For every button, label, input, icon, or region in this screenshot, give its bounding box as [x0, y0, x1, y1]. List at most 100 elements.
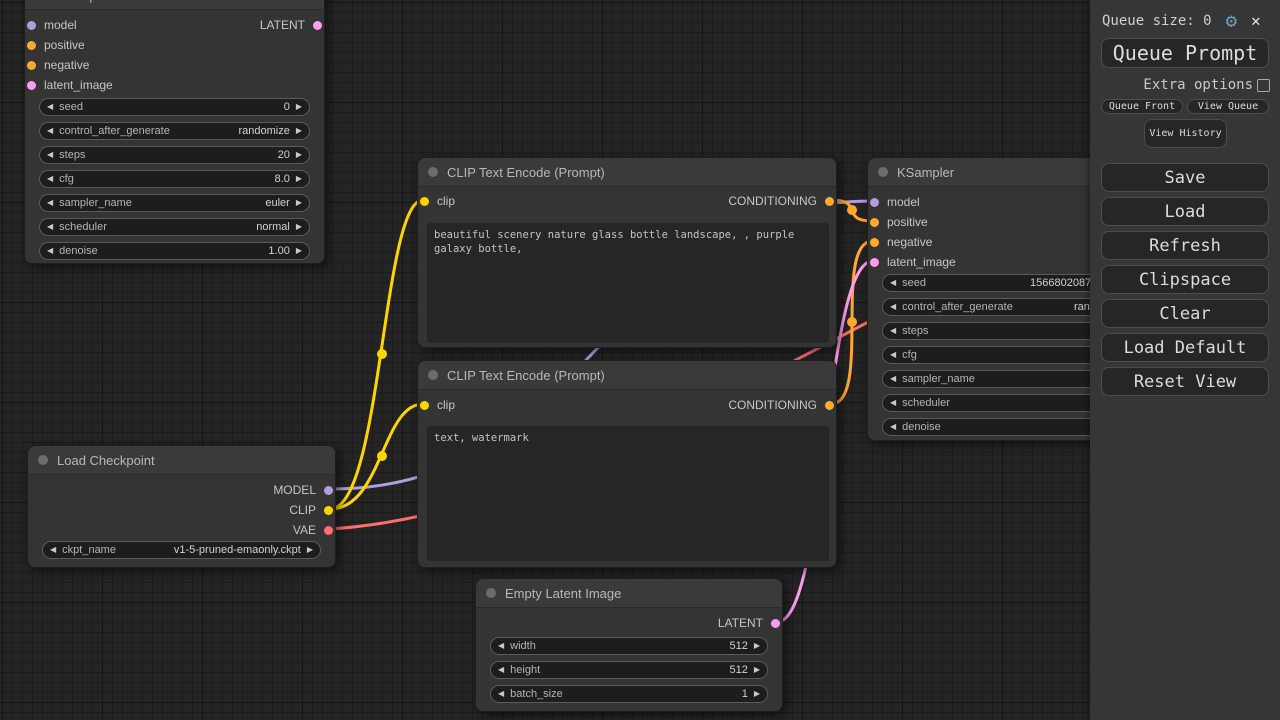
decrement-arrow-icon[interactable]: ◀: [47, 102, 54, 111]
increment-arrow-icon[interactable]: ▶: [753, 665, 760, 674]
load-button[interactable]: Load: [1101, 197, 1269, 226]
slot-dot-icon[interactable]: [324, 525, 333, 535]
input-slot-negative[interactable]: negative: [870, 232, 932, 252]
decrement-arrow-icon[interactable]: ◀: [498, 641, 505, 650]
decrement-arrow-icon[interactable]: ◀: [498, 689, 505, 698]
widget-steps[interactable]: ◀ steps 20 ▶: [39, 146, 310, 164]
next-option-arrow-icon[interactable]: ▶: [306, 545, 313, 554]
prompt-textarea[interactable]: text, watermark: [427, 426, 829, 561]
node-title-bar[interactable]: KSampler: [25, 0, 324, 10]
widget-batch-size[interactable]: ◀ batch_size 1 ▶: [490, 685, 768, 703]
decrement-arrow-icon[interactable]: ◀: [890, 350, 897, 359]
output-slot-latent[interactable]: LATENT: [260, 15, 322, 35]
widget-cfg[interactable]: ◀ cfg 8.0 ▶: [39, 170, 310, 188]
widget-seed[interactable]: ◀ seed 1566802087: [882, 274, 1155, 292]
prompt-textarea[interactable]: beautiful scenery nature glass bottle la…: [427, 223, 829, 343]
clear-button[interactable]: Clear: [1101, 299, 1269, 328]
output-slot-conditioning[interactable]: CONDITIONING: [728, 395, 834, 415]
input-slot-clip[interactable]: clip: [420, 191, 455, 211]
reset-view-button[interactable]: Reset View: [1101, 367, 1269, 396]
input-slot-clip[interactable]: clip: [420, 395, 455, 415]
input-slot-model[interactable]: model: [870, 192, 920, 212]
widget-height[interactable]: ◀ height 512 ▶: [490, 661, 768, 679]
decrement-arrow-icon[interactable]: ◀: [890, 398, 897, 407]
queue-front-button[interactable]: Queue Front: [1101, 99, 1183, 114]
slot-dot-icon[interactable]: [870, 237, 879, 247]
increment-arrow-icon[interactable]: ▶: [295, 150, 302, 159]
slot-dot-icon[interactable]: [870, 197, 879, 207]
slot-dot-icon[interactable]: [324, 485, 333, 495]
node-title-bar[interactable]: Empty Latent Image: [476, 579, 782, 608]
widget-cfg[interactable]: ◀ cfg: [882, 346, 1155, 364]
decrement-arrow-icon[interactable]: ◀: [890, 326, 897, 335]
widget-ckpt-name[interactable]: ◀ ckpt_name v1-5-pruned-emaonly.ckpt ▶: [42, 541, 321, 559]
output-slot-latent[interactable]: LATENT: [718, 613, 780, 633]
decrement-arrow-icon[interactable]: ◀: [890, 278, 897, 287]
output-slot-conditioning[interactable]: CONDITIONING: [728, 191, 834, 211]
extra-options-checkbox[interactable]: [1257, 78, 1270, 92]
slot-dot-icon[interactable]: [420, 196, 429, 206]
decrement-arrow-icon[interactable]: ◀: [890, 374, 897, 383]
close-icon[interactable]: ✕: [1251, 11, 1261, 30]
slot-dot-icon[interactable]: [870, 217, 879, 227]
input-slot-latent-image[interactable]: latent_image: [870, 252, 956, 272]
widget-control-after-generate[interactable]: ◀ control_after_generate randomize ▶: [39, 122, 310, 140]
widget-scheduler[interactable]: ◀ scheduler: [882, 394, 1155, 412]
input-slot-model[interactable]: model: [27, 15, 77, 35]
decrement-arrow-icon[interactable]: ◀: [890, 302, 897, 311]
widget-sampler-name[interactable]: ◀ sampler_name: [882, 370, 1155, 388]
load-default-button[interactable]: Load Default: [1101, 333, 1269, 362]
increment-arrow-icon[interactable]: ▶: [753, 641, 760, 650]
widget-denoise[interactable]: ◀ denoise 1.00 ▶: [39, 242, 310, 260]
increment-arrow-icon[interactable]: ▶: [753, 689, 760, 698]
node-title-bar[interactable]: CLIP Text Encode (Prompt): [418, 158, 836, 187]
decrement-arrow-icon[interactable]: ◀: [47, 198, 54, 207]
view-history-button[interactable]: View History: [1144, 119, 1227, 148]
refresh-button[interactable]: Refresh: [1101, 231, 1269, 260]
widget-width[interactable]: ◀ width 512 ▶: [490, 637, 768, 655]
node-clip-text-encode-positive[interactable]: CLIP Text Encode (Prompt) clip CONDITION…: [417, 157, 837, 348]
save-button[interactable]: Save: [1101, 163, 1269, 192]
node-empty-latent-image[interactable]: Empty Latent Image LATENT ◀ width 512 ▶ …: [475, 578, 783, 712]
widget-seed[interactable]: ◀ seed 0 ▶: [39, 98, 310, 116]
node-load-checkpoint[interactable]: Load Checkpoint MODEL CLIP VAE ◀ ckpt_na…: [27, 445, 336, 568]
slot-dot-icon[interactable]: [324, 505, 333, 515]
collapse-dot-icon[interactable]: [486, 588, 496, 598]
input-slot-negative[interactable]: negative: [27, 55, 89, 75]
queue-prompt-button[interactable]: Queue Prompt: [1101, 38, 1269, 68]
slot-dot-icon[interactable]: [313, 20, 322, 30]
view-queue-button[interactable]: View Queue: [1187, 99, 1269, 114]
increment-arrow-icon[interactable]: ▶: [295, 174, 302, 183]
collapse-dot-icon[interactable]: [878, 167, 888, 177]
slot-dot-icon[interactable]: [825, 196, 834, 206]
collapse-dot-icon[interactable]: [428, 370, 438, 380]
input-slot-positive[interactable]: positive: [27, 35, 85, 55]
slot-dot-icon[interactable]: [825, 400, 834, 410]
increment-arrow-icon[interactable]: ▶: [295, 102, 302, 111]
slot-dot-icon[interactable]: [771, 618, 780, 628]
output-slot-model[interactable]: MODEL: [273, 480, 333, 500]
widget-sampler-name[interactable]: ◀ sampler_name euler ▶: [39, 194, 310, 212]
slot-dot-icon[interactable]: [27, 40, 36, 50]
prev-option-arrow-icon[interactable]: ◀: [50, 545, 57, 554]
decrement-arrow-icon[interactable]: ◀: [47, 222, 54, 231]
decrement-arrow-icon[interactable]: ◀: [47, 174, 54, 183]
decrement-arrow-icon[interactable]: ◀: [890, 422, 897, 431]
node-title-bar[interactable]: CLIP Text Encode (Prompt): [418, 361, 836, 390]
slot-dot-icon[interactable]: [420, 400, 429, 410]
slot-dot-icon[interactable]: [870, 257, 879, 267]
node-clip-text-encode-negative[interactable]: CLIP Text Encode (Prompt) clip CONDITION…: [417, 360, 837, 568]
increment-arrow-icon[interactable]: ▶: [295, 126, 302, 135]
input-slot-positive[interactable]: positive: [870, 212, 928, 232]
input-slot-latent-image[interactable]: latent_image: [27, 75, 113, 95]
node-title-bar[interactable]: Load Checkpoint: [28, 446, 335, 475]
decrement-arrow-icon[interactable]: ◀: [47, 150, 54, 159]
widget-scheduler[interactable]: ◀ scheduler normal ▶: [39, 218, 310, 236]
collapse-dot-icon[interactable]: [428, 167, 438, 177]
settings-gear-icon[interactable]: ⚙: [1225, 9, 1238, 32]
output-slot-clip[interactable]: CLIP: [289, 500, 333, 520]
slot-dot-icon[interactable]: [27, 20, 36, 30]
decrement-arrow-icon[interactable]: ◀: [498, 665, 505, 674]
clipspace-button[interactable]: Clipspace: [1101, 265, 1269, 294]
increment-arrow-icon[interactable]: ▶: [295, 246, 302, 255]
